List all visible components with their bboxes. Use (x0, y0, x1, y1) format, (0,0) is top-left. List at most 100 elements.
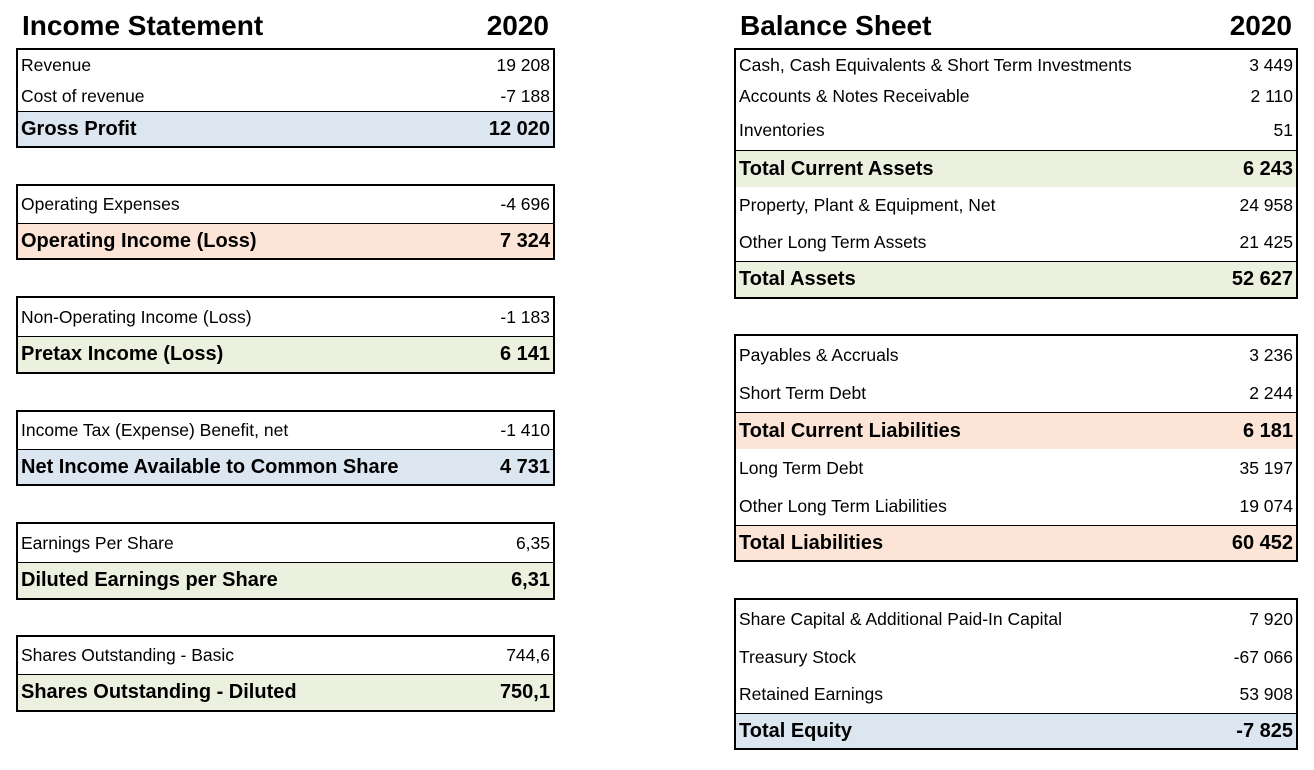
row-label: Earnings Per Share (21, 532, 174, 553)
table-row: Payables & Accruals 3 236 (736, 336, 1296, 375)
total-row: Total Equity -7 825 (736, 713, 1296, 748)
table-row: Short Term Debt 2 244 (736, 375, 1296, 412)
row-label: Other Long Term Assets (739, 232, 927, 252)
row-value: 2 244 (1249, 383, 1293, 403)
row-label: Net Income Available to Common Share (21, 455, 399, 478)
row-value: -7 825 (1236, 719, 1293, 742)
total-row: Operating Income (Loss) 7 324 (18, 223, 553, 258)
total-row: Shares Outstanding - Diluted 750,1 (18, 674, 553, 710)
row-label: Total Equity (739, 719, 852, 742)
row-label: Inventories (739, 120, 825, 140)
row-label: Retained Earnings (739, 684, 883, 704)
table-row: Other Long Term Liabilities 19 074 (736, 488, 1296, 525)
row-value: -4 696 (500, 194, 550, 214)
table-row: Cost of revenue -7 188 (18, 81, 553, 111)
total-row: Total Current Assets 6 243 (736, 150, 1296, 187)
table-row: Operating Expenses -4 696 (18, 186, 553, 223)
row-label: Other Long Term Liabilities (739, 496, 947, 516)
table-group: Income Tax (Expense) Benefit, net -1 410 N… (16, 410, 555, 486)
row-value: -67 066 (1233, 647, 1293, 667)
table-row: Shares Outstanding - Basic 744,6 (18, 637, 553, 674)
section-title: Income Statement (22, 10, 264, 41)
table-row: Share Capital & Additional Paid-In Capit… (736, 600, 1296, 639)
row-value: 3 449 (1249, 55, 1293, 75)
table-row: Cash, Cash Equivalents & Short Term Inve… (736, 50, 1296, 81)
row-label: Diluted Earnings per Share (21, 569, 278, 591)
year-header: 2020 (1229, 10, 1292, 41)
table-group: Earnings Per Share 6,35 Diluted Earnings p… (16, 522, 555, 600)
total-row: Total Current Liabilities 6 181 (736, 412, 1296, 449)
table-row: Accounts & Notes Receivable 2 110 (736, 81, 1296, 111)
row-value: 7 324 (499, 229, 550, 252)
table-row: Other Long Term Assets 21 425 (736, 224, 1296, 261)
row-label: Property, Plant & Equipment, Net (739, 195, 996, 215)
row-value: 60 452 (1231, 531, 1293, 554)
row-value: 52 627 (1231, 268, 1293, 290)
row-value: 6,35 (515, 532, 550, 553)
row-value: 6 181 (1242, 419, 1293, 442)
row-value: 6,31 (511, 569, 550, 591)
year-header: 2020 (486, 10, 549, 41)
row-value: 24 958 (1239, 195, 1293, 215)
row-label: Accounts & Notes Receivable (739, 85, 970, 106)
table-group: Share Capital & Additional Paid-In Capit… (734, 598, 1298, 750)
total-row: Diluted Earnings per Share 6,31 (18, 562, 553, 598)
table-group: Shares Outstanding - Basic 744,6 Shares Ou… (16, 635, 555, 712)
section-title: Balance Sheet (740, 10, 932, 41)
row-value: 4 731 (499, 455, 550, 478)
total-row: Total Liabilities 60 452 (736, 525, 1296, 560)
table-row: Property, Plant & Equipment, Net 24 958 (736, 187, 1296, 224)
row-label: Operating Income (Loss) (21, 229, 257, 252)
row-value: 2 110 (1250, 85, 1294, 106)
table-row: Long Term Debt 35 197 (736, 449, 1296, 488)
row-label: Share Capital & Additional Paid-In Capit… (739, 609, 1062, 629)
row-label: Pretax Income (Loss) (21, 343, 224, 365)
row-value: 3 236 (1249, 345, 1293, 365)
row-value: 750,1 (499, 681, 550, 703)
row-label: Treasury Stock (739, 647, 857, 667)
row-label: Shares Outstanding - Basic (21, 645, 235, 665)
row-label: Total Current Liabilities (739, 419, 961, 442)
row-value: 7 920 (1249, 609, 1293, 629)
row-label: Total Assets (739, 268, 856, 290)
row-label: Short Term Debt (739, 383, 867, 403)
row-label: Total Liabilities (739, 531, 884, 554)
row-label: Cost of revenue (21, 85, 145, 106)
row-value: 53 908 (1239, 684, 1293, 704)
row-value: 35 197 (1239, 458, 1293, 478)
table-group: Non-Operating Income (Loss) -1 183 Pretax … (16, 296, 555, 374)
total-row: Gross Profit 12 020 (18, 111, 553, 146)
table-row: Inventories 51 (736, 111, 1296, 150)
row-label: Payables & Accruals (739, 345, 899, 365)
total-row: Net Income Available to Common Share 4 73… (18, 449, 553, 484)
table-group: Cash, Cash Equivalents & Short Term Inve… (734, 48, 1298, 299)
row-label: Gross Profit (21, 117, 137, 140)
table-row: Non-Operating Income (Loss) -1 183 (18, 298, 553, 336)
row-value: -1 410 (500, 420, 550, 440)
row-label: Total Current Assets (739, 157, 934, 180)
row-value: 51 (1273, 120, 1293, 140)
table-row: Retained Earnings 53 908 (736, 676, 1296, 713)
row-label: Long Term Debt (739, 458, 864, 478)
table-row: Treasury Stock -67 066 (736, 639, 1296, 676)
row-value: 6 141 (499, 343, 550, 365)
row-value: 19 074 (1239, 496, 1293, 516)
total-row: Pretax Income (Loss) 6 141 (18, 336, 553, 372)
row-label: Revenue (21, 55, 92, 75)
table-group: Payables & Accruals 3 236 Short Term Debt 2… (734, 334, 1298, 562)
row-label: Income Tax (Expense) Benefit, net (21, 420, 289, 440)
table-group: Revenue 19 208 Cost of revenue -7 188 Gross … (16, 48, 555, 148)
row-label: Shares Outstanding - Diluted (21, 681, 297, 703)
row-label: Cash, Cash Equivalents & Short Term Inve… (739, 55, 1132, 75)
total-row: Total Assets 52 627 (736, 261, 1296, 297)
row-label: Operating Expenses (21, 194, 180, 214)
table-row: Income Tax (Expense) Benefit, net -1 410 (18, 412, 553, 449)
row-value: -7 188 (500, 85, 550, 106)
row-value: -1 183 (500, 306, 550, 327)
row-value: 19 208 (496, 55, 550, 75)
row-value: 6 243 (1242, 157, 1293, 180)
row-value: 12 020 (488, 117, 550, 140)
table-group: Operating Expenses -4 696 Operating Income… (16, 184, 555, 260)
row-value: 21 425 (1239, 232, 1293, 252)
